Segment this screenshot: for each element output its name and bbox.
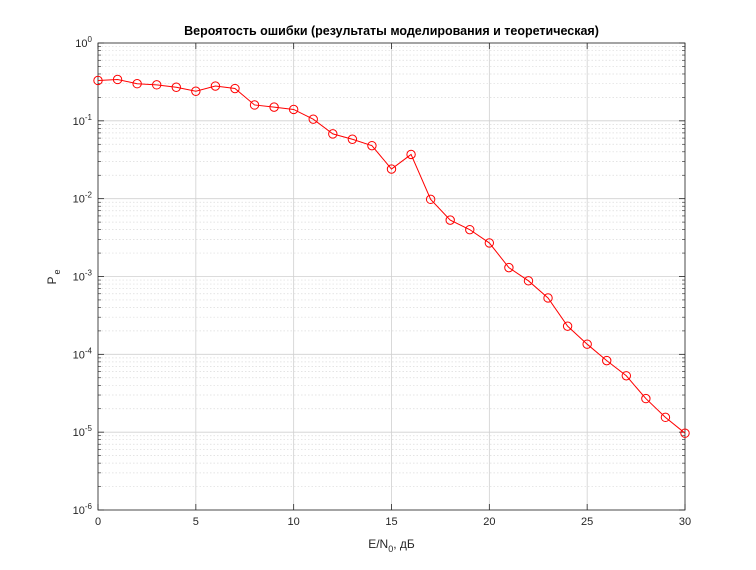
x-tick-label: 0 bbox=[95, 516, 101, 528]
y-tick-label: 10-4 bbox=[73, 346, 93, 361]
data-point-marker bbox=[465, 224, 475, 235]
data-point-marker bbox=[347, 134, 358, 144]
series-layer bbox=[93, 74, 690, 438]
y-tick-label-exponent: -5 bbox=[85, 424, 93, 433]
y-tick-label-base: 10 bbox=[73, 427, 85, 439]
x-axis-label-subscript: 0 bbox=[388, 544, 393, 554]
y-axis-label-main: P bbox=[45, 277, 59, 285]
data-point-marker bbox=[562, 321, 573, 331]
y-tick-label-base: 10 bbox=[73, 116, 85, 128]
data-point-marker bbox=[288, 104, 299, 115]
data-point-marker bbox=[543, 293, 553, 303]
data-point-marker bbox=[191, 86, 201, 96]
y-tick-label-exponent: -3 bbox=[85, 269, 93, 278]
x-axis-label-main: E/N bbox=[368, 537, 388, 551]
data-point-marker bbox=[269, 102, 279, 112]
data-point-marker bbox=[93, 75, 103, 86]
data-point-marker bbox=[523, 276, 534, 286]
y-tick-label: 10-6 bbox=[73, 502, 93, 517]
x-axis-label-suffix: , дБ bbox=[393, 537, 415, 551]
y-tick-label-base: 10 bbox=[73, 505, 85, 517]
x-tick-label: 25 bbox=[581, 516, 593, 528]
x-tick-label: 30 bbox=[679, 516, 691, 528]
y-axis-label: Pe bbox=[45, 269, 62, 284]
data-point-marker bbox=[308, 114, 318, 124]
data-point-marker bbox=[641, 393, 651, 404]
y-tick-label: 100 bbox=[75, 35, 92, 50]
y-axis-label-subscript: e bbox=[52, 269, 62, 274]
y-tick-label-exponent: -1 bbox=[85, 113, 93, 122]
data-point-marker bbox=[406, 149, 416, 160]
y-tick-label-exponent: 0 bbox=[88, 35, 93, 44]
data-point-marker bbox=[602, 355, 612, 366]
chart-title: Вероятость ошибки (результаты моделирова… bbox=[184, 24, 599, 38]
y-tick-label-exponent: -6 bbox=[85, 502, 93, 511]
data-point-marker bbox=[210, 81, 221, 91]
y-tick-label: 10-5 bbox=[73, 424, 93, 439]
y-tick-label-base: 10 bbox=[73, 349, 85, 361]
data-point-marker bbox=[425, 194, 436, 205]
x-tick-label: 15 bbox=[385, 516, 397, 528]
axis-ticks bbox=[97, 42, 686, 511]
y-tick-label-exponent: -4 bbox=[85, 346, 93, 355]
data-point-marker bbox=[660, 412, 671, 423]
data-point-marker bbox=[328, 129, 338, 139]
x-tick-label: 5 bbox=[193, 516, 199, 528]
data-point-marker bbox=[504, 262, 514, 273]
data-point-marker bbox=[582, 339, 592, 349]
data-point-marker bbox=[171, 82, 181, 92]
y-tick-label-base: 10 bbox=[75, 38, 87, 50]
data-point-marker bbox=[152, 80, 162, 90]
y-tick-label-base: 10 bbox=[73, 272, 85, 284]
y-tick-label-base: 10 bbox=[73, 194, 85, 206]
x-axis-label: E/N0, дБ bbox=[368, 537, 415, 554]
data-point-marker bbox=[230, 83, 240, 94]
data-point-marker bbox=[249, 100, 260, 110]
x-tick-label: 10 bbox=[288, 516, 300, 528]
y-tick-label: 10-2 bbox=[73, 191, 93, 206]
data-point-marker bbox=[484, 238, 495, 248]
x-tick-label: 20 bbox=[483, 516, 495, 528]
y-tick-label-exponent: -2 bbox=[85, 191, 93, 200]
data-point-marker bbox=[445, 215, 455, 225]
data-point-marker bbox=[386, 164, 397, 174]
series-line bbox=[97, 78, 686, 434]
data-point-marker bbox=[621, 371, 631, 381]
data-point-marker bbox=[112, 74, 123, 85]
y-tick-label: 10-3 bbox=[73, 269, 93, 284]
data-point-marker bbox=[132, 79, 142, 89]
x-tick-labels: 0 5 10 15 20 25 30 bbox=[95, 516, 691, 528]
data-point-marker bbox=[680, 428, 690, 438]
y-tick-label: 10-1 bbox=[73, 113, 93, 128]
data-point-marker bbox=[367, 140, 377, 151]
